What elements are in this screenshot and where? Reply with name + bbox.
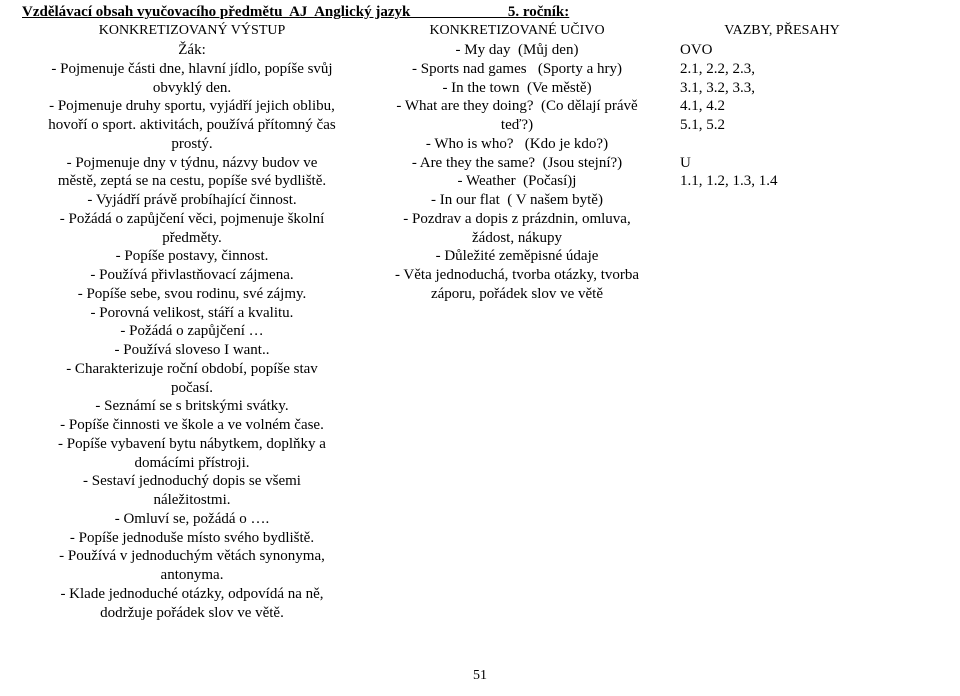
ucivo-line: - What are they doing? (Co dělají právě (362, 97, 672, 116)
header-col2: KONKRETIZOVANÉ UČIVO (362, 23, 672, 39)
vazby-line: 5.1, 5.2 (680, 116, 900, 135)
vystup-line: - Používá přivlastňovací zájmena. (22, 266, 362, 285)
header-col3: VAZBY, PŘESAHY (672, 23, 892, 39)
vystup-line: - Seznámí se s britskými svátky. (22, 397, 362, 416)
vystup-line: - Popíše jednoduše místo svého bydliště. (22, 529, 362, 548)
ucivo-line: - Who is who? (Kdo je kdo?) (362, 135, 672, 154)
vystup-line: - Sestaví jednoduchý dopis se všemi (22, 472, 362, 491)
vystup-line: - Požádá o zapůjčení … (22, 322, 362, 341)
vystup-line: - Popíše činnosti ve škole a ve volném č… (22, 416, 362, 435)
vystup-line: Žák: (22, 41, 362, 60)
vystup-line: antonyma. (22, 566, 362, 585)
vystup-line: - Popíše sebe, svou rodinu, své zájmy. (22, 285, 362, 304)
header-col1: KONKRETIZOVANÝ VÝSTUP (22, 23, 362, 39)
vystup-line: hovoří o sport. aktivitách, používá přít… (22, 116, 362, 135)
ucivo-line: - Věta jednoduchá, tvorba otázky, tvorba (362, 266, 672, 285)
ucivo-line: - Důležité zeměpisné údaje (362, 247, 672, 266)
vazby-line (680, 135, 900, 154)
vystup-line: městě, zeptá se na cestu, popíše své byd… (22, 172, 362, 191)
ucivo-line: - Sports nad games (Sporty a hry) (362, 60, 672, 79)
ucivo-line: - In our flat ( V našem bytě) (362, 191, 672, 210)
ucivo-line: teď?) (362, 116, 672, 135)
content-columns: Žák:- Pojmenuje části dne, hlavní jídlo,… (22, 41, 938, 622)
vystup-line: - Porovná velikost, stáří a kvalitu. (22, 304, 362, 323)
vystup-line: předměty. (22, 229, 362, 248)
vystup-line: - Omluví se, požádá o …. (22, 510, 362, 529)
ucivo-line: - Pozdrav a dopis z prázdnin, omluva, (362, 210, 672, 229)
ucivo-line: - My day (Můj den) (362, 41, 672, 60)
vystup-line: - Požádá o zapůjčení věci, pojmenuje ško… (22, 210, 362, 229)
column-headers: KONKRETIZOVANÝ VÝSTUP KONKRETIZOVANÉ UČI… (22, 23, 938, 39)
vystup-line: - Popíše vybavení bytu nábytkem, doplňky… (22, 435, 362, 454)
vazby-line: OVO (680, 41, 900, 60)
vystup-line: obvyklý den. (22, 79, 362, 98)
ucivo-line: - Weather (Počasí)j (362, 172, 672, 191)
vystup-line: - Charakterizuje roční období, popíše st… (22, 360, 362, 379)
vystup-line: - Pojmenuje dny v týdnu, názvy budov ve (22, 154, 362, 173)
column-vazby: OVO2.1, 2.2, 2.3,3.1, 3.2, 3.3,4.1, 4.25… (672, 41, 900, 622)
vazby-line: 1.1, 1.2, 1.3, 1.4 (680, 172, 900, 191)
vazby-line: 2.1, 2.2, 2.3, (680, 60, 900, 79)
page-title: Vzdělávací obsah vyučovacího předmětu AJ… (22, 4, 938, 21)
vazby-line: U (680, 154, 900, 173)
vystup-line: dodržuje pořádek slov ve větě. (22, 604, 362, 623)
ucivo-line: - In the town (Ve městě) (362, 79, 672, 98)
vazby-line: 4.1, 4.2 (680, 97, 900, 116)
vystup-line: - Popíše postavy, činnost. (22, 247, 362, 266)
vystup-line: domácími přístroji. (22, 454, 362, 473)
vystup-line: prostý. (22, 135, 362, 154)
column-ucivo: - My day (Můj den)- Sports nad games (Sp… (362, 41, 672, 622)
vystup-line: náležitostmi. (22, 491, 362, 510)
page-number: 51 (0, 668, 960, 684)
ucivo-line: žádost, nákupy (362, 229, 672, 248)
page: Vzdělávací obsah vyučovacího předmětu AJ… (0, 0, 960, 696)
vazby-line: 3.1, 3.2, 3.3, (680, 79, 900, 98)
ucivo-line: - Are they the same? (Jsou stejní?) (362, 154, 672, 173)
vystup-line: - Používá v jednoduchým větách synonyma, (22, 547, 362, 566)
vystup-line: počasí. (22, 379, 362, 398)
vystup-line: - Pojmenuje druhy sportu, vyjádří jejich… (22, 97, 362, 116)
vystup-line: - Pojmenuje části dne, hlavní jídlo, pop… (22, 60, 362, 79)
vystup-line: - Vyjádří právě probíhající činnost. (22, 191, 362, 210)
column-vystup: Žák:- Pojmenuje části dne, hlavní jídlo,… (22, 41, 362, 622)
vystup-line: - Používá sloveso I want.. (22, 341, 362, 360)
ucivo-line: záporu, pořádek slov ve větě (362, 285, 672, 304)
vystup-line: - Klade jednoduché otázky, odpovídá na n… (22, 585, 362, 604)
